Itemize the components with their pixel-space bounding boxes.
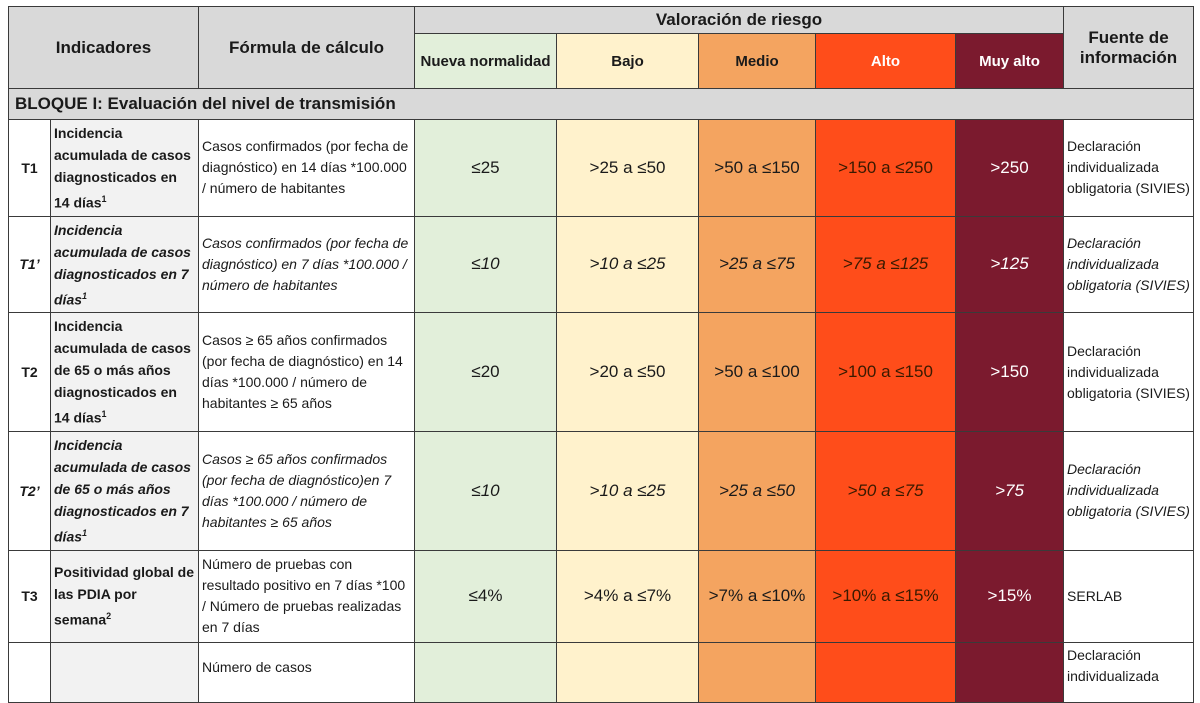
row-formula: Casos ≥ 65 años confirmados (por fecha d…	[198, 430, 416, 551]
value-nueva: ≤10	[414, 430, 558, 551]
value-muy-alto: >125	[955, 215, 1065, 314]
row-source: Declaración individualizada obligatoria …	[1063, 119, 1195, 217]
level-bajo: Bajo	[556, 33, 700, 89]
table-row: T2 Incidencia acumulada de casos de 65 o…	[8, 312, 1195, 432]
indicator-text: Incidencia acumulada de casos de 65 o má…	[54, 436, 191, 545]
value-bajo: >20 a ≤50	[556, 312, 700, 432]
value-bajo: >10 a ≤25	[556, 430, 700, 551]
table-row: T2’ Incidencia acumulada de casos de 65 …	[8, 430, 1195, 551]
footnote-ref: 1	[82, 290, 88, 301]
value-muy-alto: >250	[955, 119, 1065, 217]
row-code: T2’	[8, 430, 51, 551]
block-title: BLOQUE I: Evaluación del nivel de transm…	[7, 88, 1195, 120]
row-indicator: Positividad global de las PDIA por seman…	[49, 549, 200, 643]
value-medio: >25 a ≤75	[698, 215, 817, 314]
row-formula: Número de casos	[198, 641, 416, 703]
footnote-ref: 2	[106, 611, 112, 622]
value-medio: >25 a ≤50	[698, 430, 817, 551]
row-code	[8, 641, 51, 703]
value-bajo	[556, 641, 700, 703]
footnote-ref: 1	[101, 194, 107, 204]
value-bajo: >25 a ≤50	[556, 119, 700, 217]
value-muy-alto: >150	[955, 312, 1065, 432]
level-alto: Alto	[815, 33, 957, 89]
row-code: T2	[8, 312, 51, 432]
row-source: Declaración individualizada obligatoria …	[1063, 312, 1195, 432]
value-muy-alto: >15%	[955, 549, 1065, 643]
indicator-text: Positividad global de las PDIA por seman…	[54, 564, 195, 628]
row-indicator	[49, 641, 200, 703]
row-code: T1’	[8, 215, 51, 314]
row-source: Declaración individualizada	[1063, 641, 1195, 703]
value-bajo: >10 a ≤25	[556, 215, 700, 314]
row-formula: Número de pruebas con resultado positivo…	[198, 549, 416, 643]
value-nueva: ≤25	[414, 119, 558, 217]
header-indicadores: Indicadores	[7, 6, 200, 89]
value-medio	[698, 641, 817, 703]
table-row: T1 Incidencia acumulada de casos diagnos…	[8, 119, 1195, 217]
risk-indicators-table: Indicadores Fórmula de cálculo Valoració…	[7, 6, 1195, 703]
value-alto: >100 a ≤150	[815, 312, 957, 432]
row-indicator: Incidencia acumulada de casos diagnostic…	[49, 119, 200, 217]
value-alto: >10% a ≤15%	[815, 549, 957, 643]
value-medio: >7% a ≤10%	[698, 549, 817, 643]
table-row: T3 Positividad global de las PDIA por se…	[8, 549, 1195, 643]
row-formula: Casos ≥ 65 años confirmados (por fecha d…	[198, 312, 416, 432]
indicator-text: Incidencia acumulada de casos diagnostic…	[54, 221, 191, 308]
value-medio: >50 a ≤100	[698, 312, 817, 432]
row-indicator: Incidencia acumulada de casos de 65 o má…	[49, 430, 200, 551]
row-indicator: Incidencia acumulada de casos diagnostic…	[49, 215, 200, 314]
table-row: T1’ Incidencia acumulada de casos diagno…	[8, 215, 1195, 314]
footnote-ref: 1	[82, 527, 88, 538]
row-source: Declaración individualizada obligatoria …	[1063, 215, 1195, 314]
value-alto: >75 a ≤125	[815, 215, 957, 314]
value-alto: >50 a ≤75	[815, 430, 957, 551]
level-medio: Medio	[698, 33, 817, 89]
row-indicator: Incidencia acumulada de casos de 65 o má…	[49, 312, 200, 432]
value-nueva: ≤4%	[414, 549, 558, 643]
value-muy-alto: >75	[955, 430, 1065, 551]
row-code: T1	[8, 119, 51, 217]
value-nueva: ≤20	[414, 312, 558, 432]
indicator-text: Incidencia acumulada de casos diagnostic…	[54, 125, 191, 211]
row-source: Declaración individualizada obligatoria …	[1063, 430, 1195, 551]
header-valoracion: Valoración de riesgo	[414, 6, 1065, 34]
value-alto: >150 a ≤250	[815, 119, 957, 217]
indicator-text: Incidencia acumulada de casos de 65 o má…	[54, 318, 191, 426]
row-formula: Casos confirmados (por fecha de diagnóst…	[198, 215, 416, 314]
table-row: Número de casos Declaración individualiz…	[8, 641, 1195, 703]
footnote-ref: 1	[101, 409, 107, 420]
header-fuente: Fuente de información	[1063, 6, 1195, 89]
header-formula: Fórmula de cálculo	[198, 6, 416, 89]
value-alto	[815, 641, 957, 703]
value-medio: >50 a ≤150	[698, 119, 817, 217]
value-muy-alto	[955, 641, 1065, 703]
level-nueva-normalidad: Nueva normalidad	[414, 33, 558, 89]
value-nueva	[414, 641, 558, 703]
row-source: SERLAB	[1063, 549, 1195, 643]
level-muy-alto: Muy alto	[955, 33, 1065, 89]
row-formula: Casos confirmados (por fecha de diagnóst…	[198, 119, 416, 217]
value-bajo: >4% a ≤7%	[556, 549, 700, 643]
row-code: T3	[8, 549, 51, 643]
value-nueva: ≤10	[414, 215, 558, 314]
